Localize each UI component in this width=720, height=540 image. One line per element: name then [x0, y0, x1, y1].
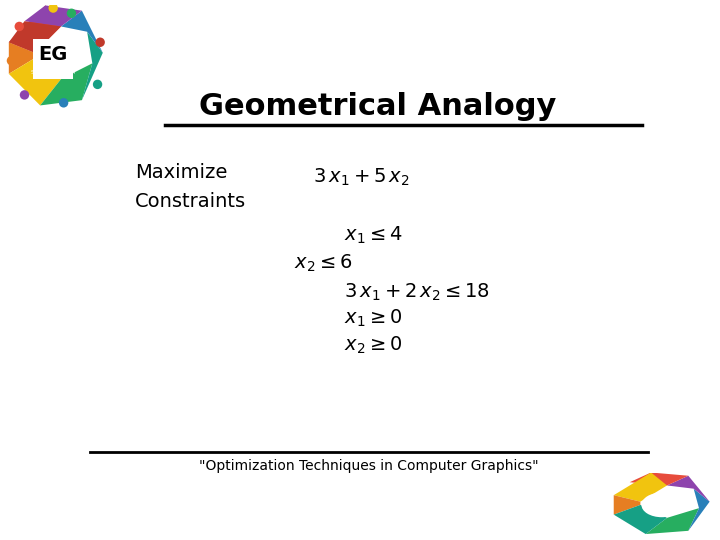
- Polygon shape: [9, 42, 35, 74]
- Polygon shape: [613, 505, 667, 534]
- Text: EG: EG: [38, 45, 68, 64]
- Circle shape: [6, 56, 16, 65]
- Text: $3\,x_1 + 5\,x_2$: $3\,x_1 + 5\,x_2$: [313, 167, 410, 188]
- Polygon shape: [40, 63, 92, 105]
- Circle shape: [19, 90, 30, 100]
- Polygon shape: [630, 472, 688, 485]
- Circle shape: [48, 3, 58, 13]
- Polygon shape: [667, 476, 710, 502]
- Polygon shape: [9, 21, 61, 53]
- Polygon shape: [9, 5, 61, 53]
- Text: Geometrical Analogy: Geometrical Analogy: [199, 92, 556, 121]
- Text: $3\,x_1 + 2\,x_2 \leq 18$: $3\,x_1 + 2\,x_2 \leq 18$: [344, 282, 490, 303]
- Text: $x_2 \leq 6$: $x_2 \leq 6$: [294, 253, 352, 274]
- Circle shape: [642, 492, 682, 517]
- Polygon shape: [613, 495, 640, 515]
- FancyBboxPatch shape: [33, 39, 73, 79]
- Polygon shape: [9, 58, 61, 105]
- Text: $x_1 \leq 4$: $x_1 \leq 4$: [344, 225, 402, 246]
- Polygon shape: [61, 11, 103, 53]
- Circle shape: [96, 37, 105, 47]
- Polygon shape: [24, 5, 82, 26]
- Polygon shape: [82, 32, 103, 100]
- Polygon shape: [613, 472, 667, 502]
- Text: $x_1 \geq 0$: $x_1 \geq 0$: [344, 308, 402, 329]
- Circle shape: [67, 9, 76, 18]
- Polygon shape: [688, 489, 710, 531]
- Circle shape: [14, 22, 24, 31]
- Circle shape: [93, 79, 102, 89]
- Text: Strasbourg 2014: Strasbourg 2014: [30, 70, 75, 75]
- Text: "Optimization Techniques in Computer Graphics": "Optimization Techniques in Computer Gra…: [199, 458, 539, 472]
- Polygon shape: [646, 508, 699, 534]
- Text: Maximize: Maximize: [135, 163, 227, 181]
- Text: Constraints: Constraints: [135, 192, 246, 211]
- Text: $x_2 \geq 0$: $x_2 \geq 0$: [344, 335, 402, 356]
- Circle shape: [59, 98, 68, 107]
